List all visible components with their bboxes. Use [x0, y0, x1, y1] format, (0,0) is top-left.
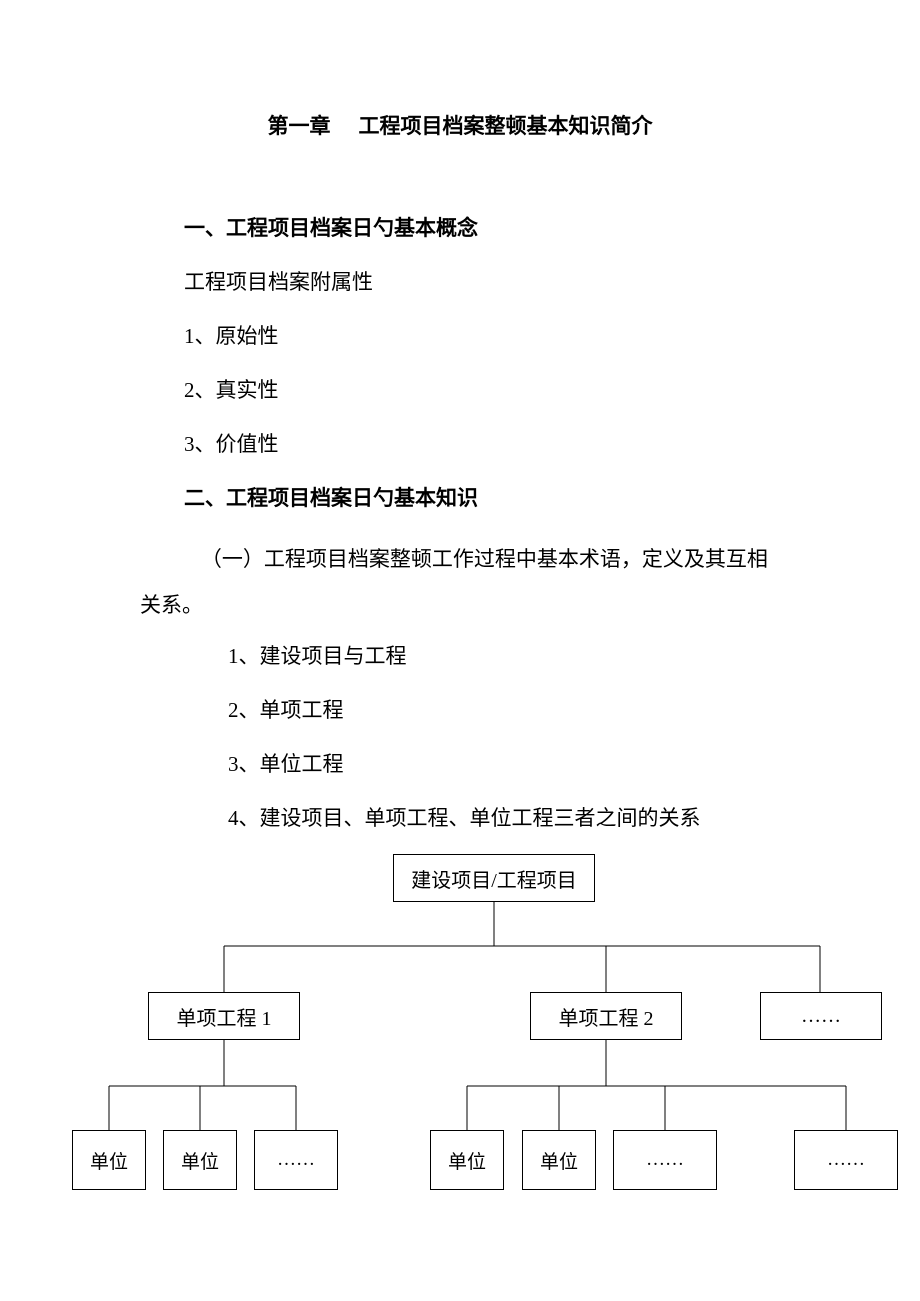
section-2-heading: 二、工程项目档案日勺基本知识: [140, 482, 780, 512]
chapter-name: 工程项目档案整顿基本知识简介: [359, 114, 653, 138]
section-2-item-1: 1、建设项目与工程: [140, 640, 780, 670]
section-1-heading: 一、工程项目档案日勺基本概念: [140, 212, 780, 242]
tree-leaf-node-1: 单位: [72, 1130, 146, 1190]
section-2-item-4: 4、建设项目、单项工程、单位工程三者之间的关系: [140, 802, 780, 832]
tree-leaf-node-6: ……: [613, 1130, 717, 1190]
tree-leaf-node-3: ……: [254, 1130, 338, 1190]
tree-level2-node-2: 单项工程 2: [530, 992, 682, 1040]
tree-leaf-node-2: 单位: [163, 1130, 237, 1190]
tree-leaf-node-5: 单位: [522, 1130, 596, 1190]
section-1-item-3: 3、价值性: [140, 428, 780, 458]
hierarchy-diagram: 建设项目/工程项目 单项工程 1 单项工程 2 …… 单位 单位 …… 单位 单…: [0, 854, 920, 1194]
section-1-item-1: 1、原始性: [140, 320, 780, 350]
section-2-para: （一）工程项目档案整顿工作过程中基本术语，定义及其互相关系。: [140, 536, 780, 628]
section-1-item-2: 2、真实性: [140, 374, 780, 404]
tree-leaf-node-7: ……: [794, 1130, 898, 1190]
chapter-label: 第一章: [268, 114, 331, 138]
section-1-intro: 工程项目档案附属性: [140, 266, 780, 296]
section-2-item-2: 2、单项工程: [140, 694, 780, 724]
tree-leaf-node-4: 单位: [430, 1130, 504, 1190]
tree-level2-node-3: ……: [760, 992, 882, 1040]
tree-level2-node-1: 单项工程 1: [148, 992, 300, 1040]
document-body: 第一章 工程项目档案整顿基本知识简介 一、工程项目档案日勺基本概念 工程项目档案附…: [0, 0, 920, 832]
section-2-item-3: 3、单位工程: [140, 748, 780, 778]
tree-root-node: 建设项目/工程项目: [393, 854, 595, 902]
chapter-title: 第一章 工程项目档案整顿基本知识简介: [140, 110, 780, 140]
